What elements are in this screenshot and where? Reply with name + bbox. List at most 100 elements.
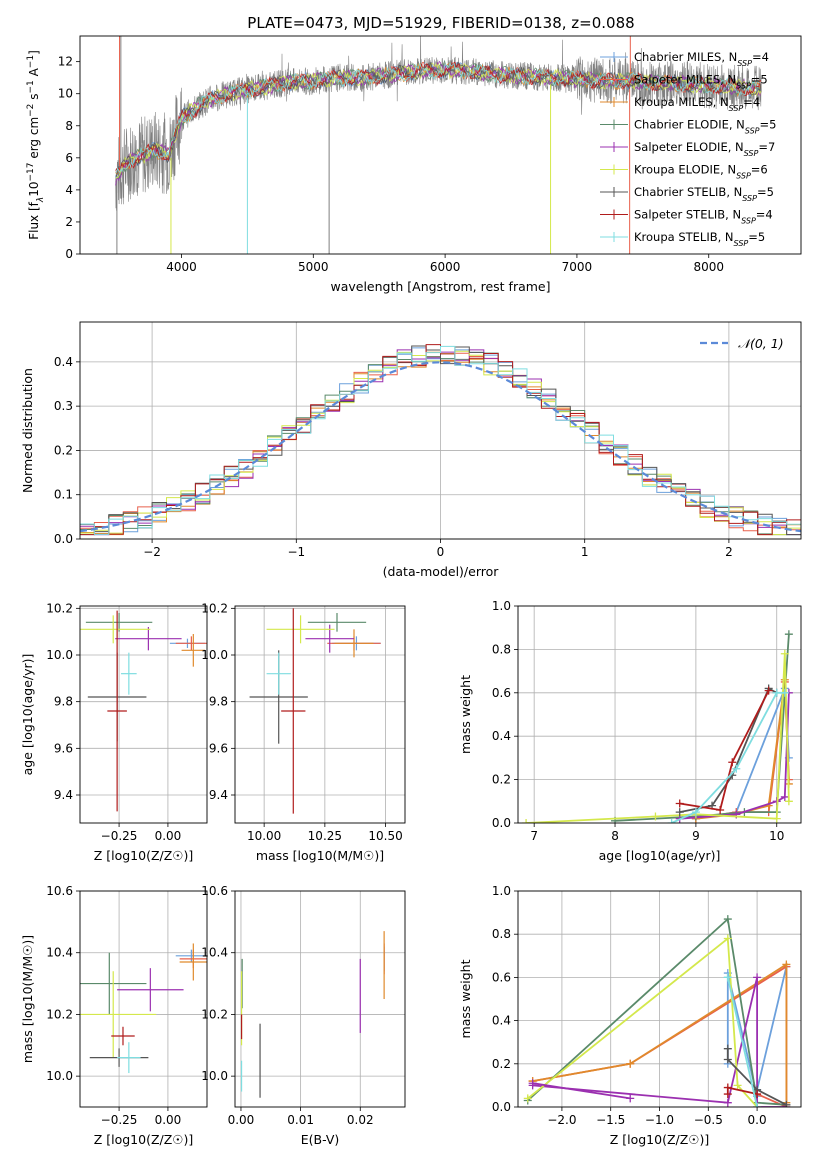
y-tick-label: 0.3	[54, 399, 73, 413]
weight-series-line	[532, 1082, 631, 1100]
panel-residuals: −2 −1 0 1 2 0.0 0.1 0.2 0.3 0.4 (data-model)/error…	[20, 321, 802, 579]
y-tick-label: 0.0	[492, 1100, 511, 1114]
y-tick-label: 10.4	[46, 946, 73, 960]
legend-label: Kroupa STELIB, NSSP=5	[634, 230, 765, 248]
weight-series-line	[679, 687, 778, 813]
y-tick-label: 10.0	[201, 648, 228, 662]
error-bar-point	[115, 627, 182, 651]
x-tick-label: −1.5	[596, 1113, 625, 1127]
plot-area	[115, 36, 762, 254]
x-tick-label: 10.00	[247, 829, 281, 843]
weight-point-marker	[667, 819, 676, 823]
x-tick-label: 0	[437, 545, 445, 559]
x-tick-label: 7	[530, 829, 538, 843]
error-bar-point	[107, 610, 127, 812]
axes-frame	[517, 890, 802, 1108]
plot-area	[249, 608, 381, 814]
x-tick-label: 9	[692, 829, 700, 843]
y-tick-label: 1.0	[492, 599, 511, 613]
error-bar-point	[307, 613, 367, 632]
y-axis-label: age [log10(age/yr)]	[20, 654, 35, 776]
x-tick-label: 0.01	[287, 1113, 314, 1127]
error-bar-point	[281, 608, 306, 814]
y-tick-label: 10.6	[46, 884, 73, 898]
normal-reference-curve	[80, 361, 801, 533]
y-tick-label: 10.2	[46, 1007, 73, 1021]
weight-point-marker	[626, 1059, 635, 1068]
weight-point-marker	[753, 1103, 762, 1107]
x-tick-label: 10.25	[308, 829, 342, 843]
axes-frame	[234, 890, 406, 1108]
legend-label: Salpeter ELODIE, NSSP=7	[634, 140, 775, 158]
y-tick-label: 0.2	[492, 1057, 511, 1071]
weight-point-marker	[764, 686, 773, 695]
error-bar-point	[175, 949, 207, 962]
y-axis-label: Normed distribution	[20, 368, 35, 493]
x-tick-label: 10	[769, 829, 784, 843]
x-tick-label: 6000	[430, 260, 461, 274]
legend-label: Salpeter STELIB, NSSP=4	[634, 208, 773, 226]
legend-label: Kroupa MILES, NSSP=4	[634, 95, 760, 113]
y-tick-label: 8	[65, 119, 73, 133]
model-spectrum-line	[115, 61, 761, 171]
weight-point-marker	[626, 1094, 635, 1103]
x-tick-label: −2.0	[547, 1113, 576, 1127]
weight-point-marker	[651, 812, 660, 821]
legend: 𝒩(0, 1)	[700, 336, 784, 351]
panel-mass-vs-ebv: 0.00 0.01 0.02 10.0 10.2 10.4 10.6 E(B-V)	[201, 884, 406, 1147]
y-tick-label: 0.8	[492, 927, 511, 941]
y-tick-label: 0.1	[54, 488, 73, 502]
y-axis-label: mass weight	[458, 675, 473, 754]
x-tick-label: 0.0	[748, 1113, 767, 1127]
y-tick-label: 1.0	[492, 884, 511, 898]
weight-point-marker	[782, 960, 791, 969]
y-tick-label: 0.4	[492, 1014, 511, 1028]
y-tick-label: 0.0	[492, 816, 511, 830]
error-bar-point	[80, 615, 151, 644]
error-bar-point	[181, 634, 206, 667]
weight-series-line	[679, 690, 770, 812]
legend-label: Chabrier STELIB, NSSP=5	[634, 185, 774, 203]
weight-point-marker	[780, 688, 789, 697]
y-tick-label: 10.0	[201, 1069, 228, 1083]
model-spectrum-line	[115, 62, 762, 180]
error-bar-point	[80, 971, 157, 1058]
x-tick-label: 0.00	[155, 829, 182, 843]
axes-frame	[517, 605, 802, 824]
axes-frame	[79, 35, 802, 255]
axes-frame	[79, 890, 208, 1108]
y-tick-label: 9.8	[209, 695, 228, 709]
weight-point-marker	[716, 805, 725, 814]
y-tick-label: 0.6	[492, 686, 511, 700]
x-axis-label: E(B-V)	[301, 1132, 340, 1147]
weight-point-marker	[523, 1094, 532, 1103]
x-tick-label: 2	[725, 545, 733, 559]
x-axis-label: Z [log10(Z/Z☉)]	[94, 1132, 194, 1147]
y-tick-label: 9.4	[209, 788, 228, 802]
error-bar-point	[111, 1026, 135, 1046]
x-axis-label: Z [log10(Z/Z☉)]	[610, 1132, 710, 1147]
y-tick-label: 10.0	[46, 648, 73, 662]
legend-label: Kroupa ELODIE, NSSP=6	[634, 163, 768, 181]
y-axis-label: mass weight	[458, 959, 473, 1038]
y-tick-label: 0.6	[492, 970, 511, 984]
weight-point-marker	[784, 797, 793, 806]
weight-point-marker	[733, 1081, 742, 1090]
x-axis-label: (data-model)/error	[383, 564, 500, 579]
weight-series-line	[726, 977, 758, 1107]
y-tick-label: 0.4	[54, 355, 73, 369]
error-bar-point	[121, 652, 137, 695]
weight-point-marker	[723, 973, 732, 982]
x-axis-label: mass [log10(M/M☉)]	[256, 848, 384, 863]
weight-series-line	[726, 1048, 787, 1106]
x-tick-label: 5000	[298, 260, 329, 274]
error-bar-point	[80, 952, 147, 1015]
y-tick-label: 10.2	[201, 1007, 228, 1021]
weight-point-marker	[780, 649, 789, 658]
plot-area	[240, 931, 385, 1098]
y-tick-label: 9.8	[54, 695, 73, 709]
error-bar-point	[266, 652, 291, 695]
plot-area	[80, 943, 207, 1074]
weight-point-marker	[784, 630, 793, 639]
